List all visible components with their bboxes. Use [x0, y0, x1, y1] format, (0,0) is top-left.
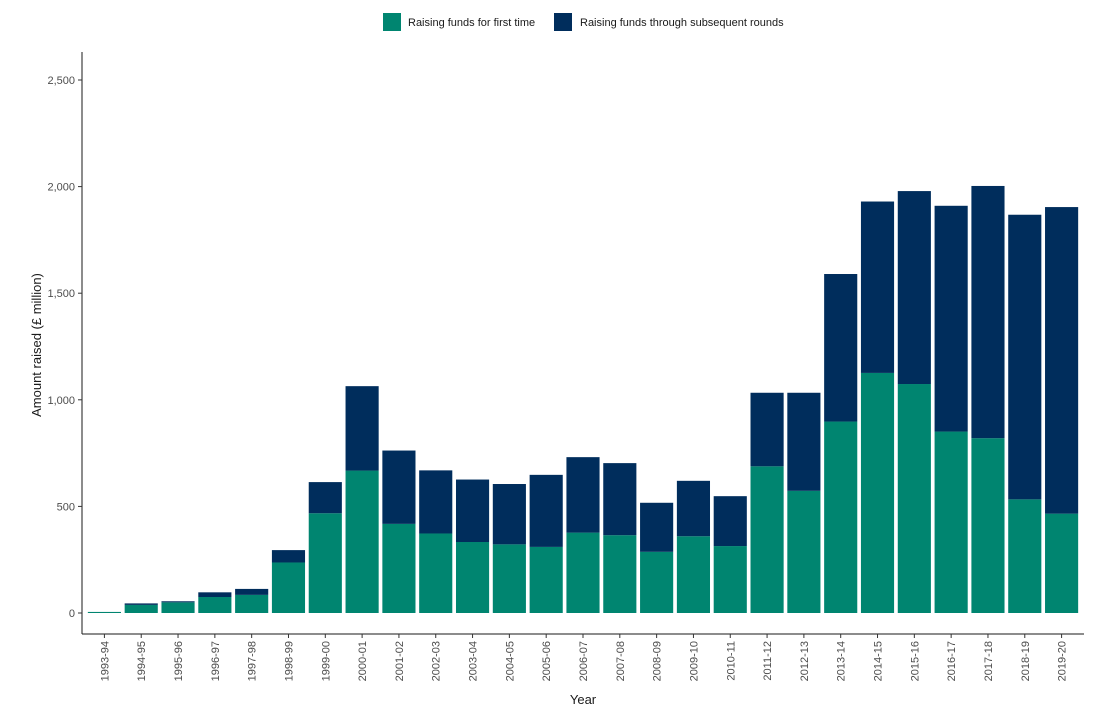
x-tick-label: 1998-99	[283, 641, 295, 681]
legend-swatch-subsequent-rounds	[554, 13, 572, 31]
x-tick-label: 2001-02	[394, 641, 406, 681]
bar-subsequent-rounds-1995-96	[161, 601, 195, 603]
bars	[87, 185, 1079, 613]
bar-first-time-2011-12	[750, 466, 784, 613]
x-tick-label: 2003-04	[468, 641, 480, 681]
bar-first-time-2019-20	[1045, 513, 1079, 613]
bar-first-time-2005-06	[529, 546, 563, 613]
x-tick-label: 2017-18	[983, 641, 995, 681]
x-tick-label: 2019-20	[1057, 641, 1069, 681]
y-tick-label: 500	[57, 501, 75, 513]
bar-subsequent-rounds-1999-00	[308, 482, 342, 514]
bar-first-time-2000-01	[345, 470, 379, 613]
bar-first-time-1995-96	[161, 602, 195, 613]
x-tick-label: 2006-07	[578, 641, 590, 681]
y-ticks: 0 500 1,000 1,500 2,000 2,500	[47, 75, 82, 620]
bar-subsequent-rounds-1994-95	[124, 603, 158, 605]
x-ticks: 1993-94 1994-95 1995-96 1996-97 1997-98 1998-…	[99, 634, 1069, 681]
y-tick-label: 2,500	[47, 75, 75, 87]
bar-subsequent-rounds-2015-16	[897, 191, 931, 385]
x-tick-label: 2008-09	[652, 641, 664, 681]
x-tick-label: 2016-17	[946, 641, 958, 681]
bar-first-time-2003-04	[455, 542, 490, 613]
bar-subsequent-rounds-2000-01	[345, 386, 379, 471]
x-tick-label: 2009-10	[688, 641, 700, 681]
legend-label: Raising funds for first time	[408, 17, 535, 29]
x-tick-label: 1996-97	[210, 641, 222, 681]
bar-first-time-2017-18	[971, 438, 1005, 613]
bar-first-time-2012-13	[787, 490, 821, 613]
bar-subsequent-rounds-2007-08	[603, 463, 637, 536]
bar-subsequent-rounds-2008-09	[640, 502, 674, 552]
bar-first-time-2015-16	[897, 384, 931, 613]
bar-first-time-1998-99	[271, 562, 306, 613]
x-axis-title: Year	[570, 692, 597, 707]
x-tick-label: 2004-05	[504, 641, 516, 681]
bar-first-time-1993-94	[87, 611, 121, 613]
x-tick-label: 2002-03	[431, 641, 443, 681]
legend-label: Raising funds through subsequent rounds	[580, 17, 784, 29]
x-tick-label: 2011-12	[762, 641, 774, 681]
bar-subsequent-rounds-2014-15	[860, 201, 895, 373]
bar-subsequent-rounds-2011-12	[750, 392, 784, 467]
bar-subsequent-rounds-2010-11	[713, 496, 747, 547]
x-tick-label: 2018-19	[1020, 641, 1032, 681]
bar-subsequent-rounds-2009-10	[676, 480, 711, 537]
bar-subsequent-rounds-2016-17	[934, 205, 968, 432]
bar-first-time-2009-10	[676, 536, 711, 613]
bar-first-time-2018-19	[1008, 499, 1042, 613]
x-tick-label: 2000-01	[357, 641, 369, 681]
bar-subsequent-rounds-2013-14	[824, 274, 858, 422]
y-axis-title: Amount raised (£ million)	[29, 273, 44, 417]
x-tick-label: 2012-13	[799, 641, 811, 681]
bar-first-time-1994-95	[124, 604, 158, 613]
x-tick-label: 2005-06	[541, 641, 553, 681]
x-tick-label: 2015-16	[909, 641, 921, 681]
x-tick-label: 2014-15	[873, 641, 885, 681]
bar-first-time-2004-05	[492, 544, 526, 613]
y-tick-label: 2,000	[47, 182, 75, 194]
bar-first-time-2013-14	[824, 421, 858, 613]
bar-first-time-1997-98	[235, 594, 269, 613]
bar-first-time-2006-07	[566, 532, 600, 613]
bar-subsequent-rounds-1996-97	[198, 592, 232, 598]
bar-first-time-2016-17	[934, 431, 968, 613]
bar-first-time-2001-02	[382, 523, 416, 613]
y-tick-label: 0	[69, 608, 75, 620]
x-tick-label: 1999-00	[320, 641, 332, 681]
x-tick-label: 1994-95	[136, 641, 148, 681]
x-tick-label: 2007-08	[615, 641, 627, 681]
bar-first-time-2007-08	[603, 535, 637, 613]
x-tick-label: 2010-11	[725, 641, 737, 681]
bar-subsequent-rounds-1997-98	[235, 588, 269, 595]
bar-subsequent-rounds-2002-03	[419, 470, 453, 534]
bar-subsequent-rounds-2018-19	[1008, 214, 1042, 500]
bar-first-time-1996-97	[198, 597, 232, 613]
bar-subsequent-rounds-2019-20	[1045, 207, 1079, 514]
bar-subsequent-rounds-2012-13	[787, 392, 821, 491]
bar-first-time-2010-11	[713, 546, 747, 613]
x-tick-label: 1997-98	[247, 641, 259, 681]
x-tick-label: 1993-94	[99, 641, 111, 681]
legend: Raising funds for first time Raising fund…	[383, 13, 784, 31]
bar-subsequent-rounds-2006-07	[566, 457, 600, 533]
bar-subsequent-rounds-2004-05	[492, 484, 526, 545]
bar-subsequent-rounds-2017-18	[971, 185, 1005, 439]
bar-subsequent-rounds-2001-02	[382, 450, 416, 524]
bar-first-time-2008-09	[640, 551, 674, 613]
x-tick-label: 1995-96	[173, 641, 185, 681]
bar-subsequent-rounds-2003-04	[455, 479, 490, 543]
y-tick-label: 1,000	[47, 395, 75, 407]
x-tick-label: 2013-14	[836, 641, 848, 681]
bar-first-time-1999-00	[308, 513, 342, 613]
bar-subsequent-rounds-1998-99	[271, 550, 306, 563]
bar-first-time-2002-03	[419, 533, 453, 613]
bar-first-time-2014-15	[860, 372, 895, 613]
bar-subsequent-rounds-2005-06	[529, 474, 563, 547]
legend-swatch-first-time	[383, 13, 401, 31]
y-tick-label: 1,500	[47, 288, 75, 300]
